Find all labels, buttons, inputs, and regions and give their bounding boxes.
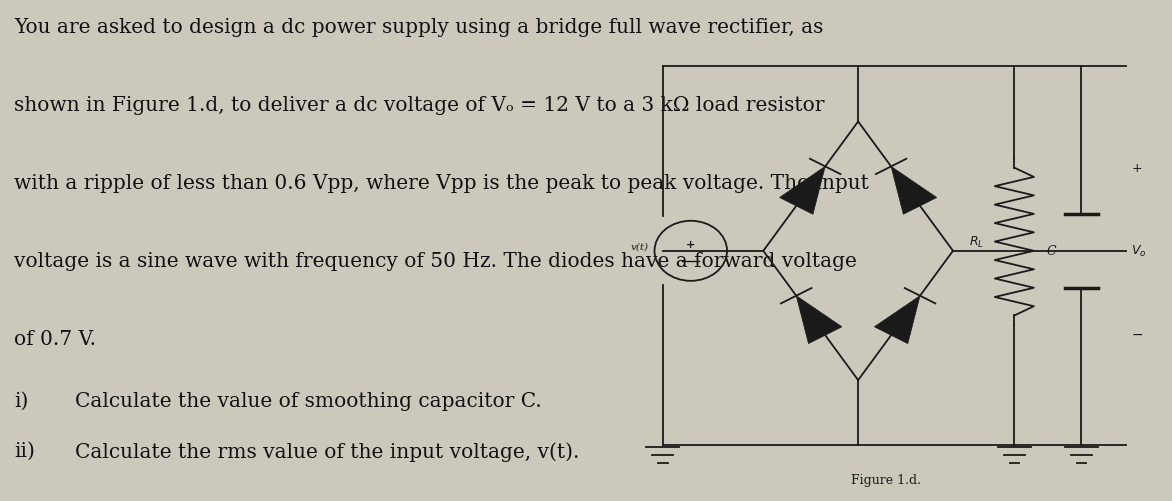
Text: voltage is a sine wave with frequency of 50 Hz. The diodes have a forward voltag: voltage is a sine wave with frequency of… <box>14 252 857 271</box>
Text: −: − <box>1131 327 1143 341</box>
Polygon shape <box>779 167 825 215</box>
Polygon shape <box>874 296 920 344</box>
Text: +: + <box>686 239 695 249</box>
Text: C: C <box>1047 245 1056 258</box>
Text: Calculate the rms value of the input voltage, v(t).: Calculate the rms value of the input vol… <box>75 441 579 461</box>
Text: shown in Figure 1.d, to deliver a dc voltage of Vₒ = 12 V to a 3 kΩ load resisto: shown in Figure 1.d, to deliver a dc vol… <box>14 96 824 115</box>
Text: +: + <box>1131 162 1143 175</box>
Text: of 0.7 V.: of 0.7 V. <box>14 329 96 348</box>
Text: v(t): v(t) <box>631 242 649 251</box>
Text: $V_o$: $V_o$ <box>1131 244 1147 259</box>
Polygon shape <box>891 167 936 215</box>
Polygon shape <box>796 296 841 344</box>
Text: Calculate the value of smoothing capacitor C.: Calculate the value of smoothing capacit… <box>75 391 541 410</box>
Text: ii): ii) <box>14 441 35 460</box>
Text: Figure 1.d.: Figure 1.d. <box>851 473 921 486</box>
Text: $R_L$: $R_L$ <box>968 234 983 249</box>
Text: with a ripple of less than 0.6 Vpp, where Vpp is the peak to peak voltage. The i: with a ripple of less than 0.6 Vpp, wher… <box>14 174 868 192</box>
Text: i): i) <box>14 391 28 410</box>
Text: You are asked to design a dc power supply using a bridge full wave rectifier, as: You are asked to design a dc power suppl… <box>14 18 824 37</box>
